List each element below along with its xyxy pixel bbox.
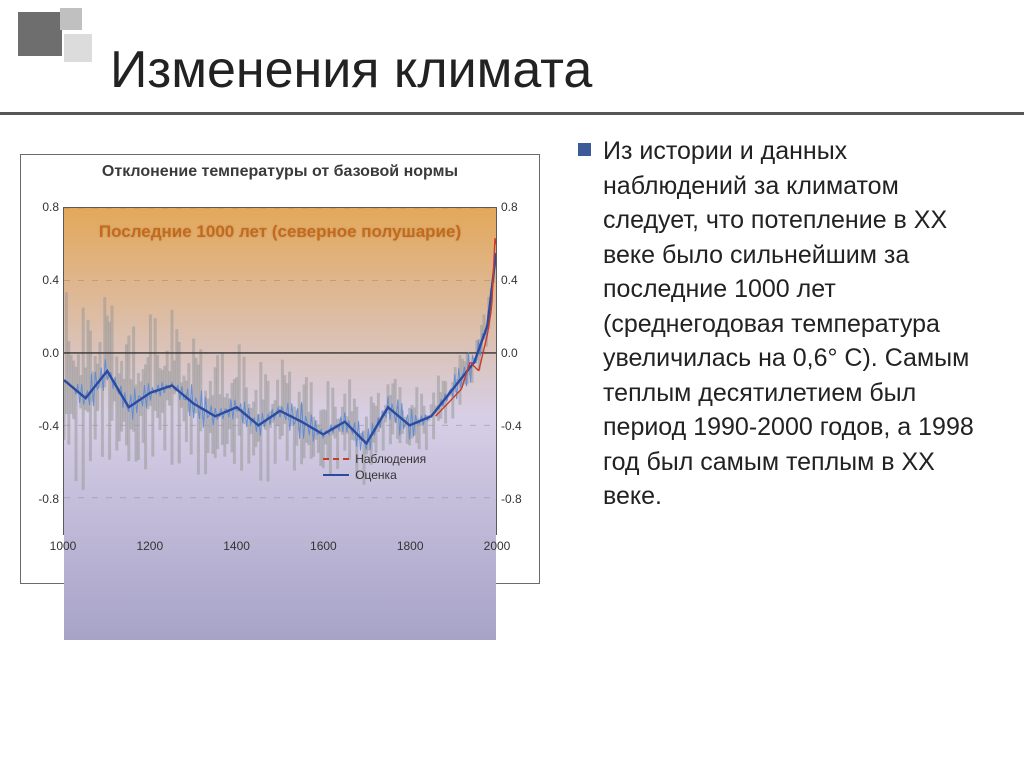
legend-label: Оценка xyxy=(355,468,397,482)
legend-item-observations: Наблюдения xyxy=(323,452,426,466)
temperature-anomaly-chart: Отклонение температуры от базовой нормы … xyxy=(20,154,540,584)
chart-title: Отклонение температуры от базовой нормы xyxy=(21,163,539,181)
bullet-item: Из истории и данных наблюдений за климат… xyxy=(578,134,994,514)
square-bullet-icon xyxy=(578,143,591,156)
y-axis-left: -0.8-0.40.00.40.8 xyxy=(23,207,63,535)
title-rule xyxy=(0,112,1024,115)
legend-label: Наблюдения xyxy=(355,452,426,466)
y-axis-right: -0.8-0.40.00.40.8 xyxy=(497,207,537,535)
plot-series xyxy=(64,208,496,534)
x-axis: 100012001400160018002000 xyxy=(63,539,497,561)
slide-title: Изменения климата xyxy=(110,40,592,100)
chart-legend: Наблюдения Оценка xyxy=(323,452,426,484)
plot-area: Последние 1000 лет (северное полушарие) … xyxy=(63,207,497,535)
bullet-text: Из истории и данных наблюдений за климат… xyxy=(603,134,994,514)
legend-item-estimate: Оценка xyxy=(323,468,426,482)
